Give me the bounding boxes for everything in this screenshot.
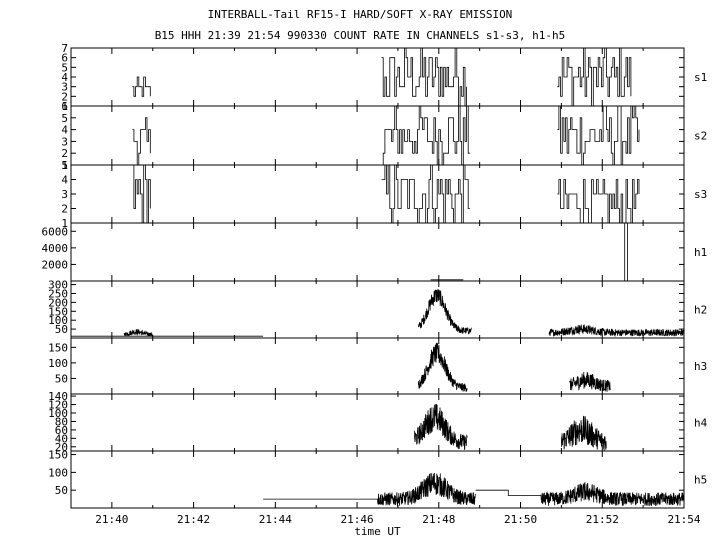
ytick-label-s3: 3 <box>61 188 68 201</box>
ytick-label-h5: 100 <box>48 466 68 479</box>
ytick-label-h3: 100 <box>48 357 68 370</box>
xtick-label: 21:52 <box>586 513 619 526</box>
ytick-label-s3: 2 <box>61 203 68 216</box>
ytick-label-s1: 2 <box>61 90 68 103</box>
xtick-label: 21:42 <box>177 513 210 526</box>
ytick-label-h4: 140 <box>48 390 68 403</box>
ytick-label-h4: 120 <box>48 399 68 412</box>
ytick-label-s1: 5 <box>61 61 68 74</box>
ytick-label-h4: 80 <box>55 415 68 428</box>
ytick-label-s2: 6 <box>61 100 68 113</box>
ytick-label-s3: 4 <box>61 174 68 187</box>
ytick-label-h4: 60 <box>55 424 68 437</box>
panel-label-s2: s2 <box>694 130 707 143</box>
ytick-label-s1: 7 <box>61 42 68 55</box>
ytick-label-s3: 1 <box>61 217 68 230</box>
ytick-label-h1: 2000 <box>42 258 69 271</box>
panel-frame-s2 <box>70 105 685 166</box>
panel-label-h4: h4 <box>694 417 708 430</box>
ytick-label-s1: 3 <box>61 81 68 94</box>
chart-title: INTERBALL-Tail RF15-I HARD/SOFT X-RAY EM… <box>207 8 513 21</box>
panel-frame-s3 <box>70 164 685 224</box>
panel-label-s3: s3 <box>694 188 707 201</box>
panel-label-s1: s1 <box>694 71 707 84</box>
panel-label-h1: h1 <box>694 246 707 259</box>
xtick-label: 21:40 <box>95 513 128 526</box>
series-line-s3 <box>132 164 640 224</box>
xtick-label: 21:54 <box>667 513 700 526</box>
ytick-label-h2: 50 <box>55 323 68 336</box>
ytick-label-h1: 6000 <box>42 225 69 238</box>
series-line-h3 <box>418 342 611 392</box>
series-line-s1 <box>132 47 632 107</box>
ytick-label-s2: 5 <box>61 112 68 125</box>
ytick-label-s1: 4 <box>61 71 68 84</box>
panel-frame-h5 <box>70 450 685 509</box>
ytick-label-h2: 150 <box>48 305 68 318</box>
ytick-label-s1: 1 <box>61 100 68 113</box>
ytick-label-h3: 150 <box>48 341 68 354</box>
panel-frame-h1 <box>70 222 685 282</box>
ytick-label-h2: 200 <box>48 296 68 309</box>
xtick-label: 21:46 <box>341 513 374 526</box>
chart-subtitle: B15 HHH 21:39 21:54 990330 COUNT RATE IN… <box>154 29 566 42</box>
ytick-label-h4: 40 <box>55 432 68 445</box>
ytick-label-h1: 4000 <box>42 242 69 255</box>
ytick-label-h5: 150 <box>48 449 68 462</box>
ytick-label-s2: 3 <box>61 135 68 148</box>
series-line-h1 <box>430 222 628 281</box>
panel-label-h3: h3 <box>694 360 707 373</box>
ytick-label-h2: 100 <box>48 314 68 327</box>
xtick-label: 21:44 <box>259 513 292 526</box>
series-line-h5 <box>263 472 685 508</box>
panel-label-h5: h5 <box>694 474 707 487</box>
ytick-label-h2: 250 <box>48 287 68 300</box>
ytick-label-h3: 50 <box>55 372 68 385</box>
ytick-label-h5: 50 <box>55 484 68 497</box>
ytick-label-s2: 1 <box>61 159 68 172</box>
series-line-h4 <box>413 403 607 452</box>
x-axis-label: time UT <box>354 525 401 538</box>
ytick-label-h4: 100 <box>48 407 68 420</box>
ytick-label-s1: 6 <box>61 52 68 65</box>
ytick-label-s2: 4 <box>61 124 68 137</box>
xtick-label: 21:48 <box>422 513 455 526</box>
panel-frame-s1 <box>70 47 685 107</box>
ytick-label-s3: 5 <box>61 159 68 172</box>
ytick-label-s2: 2 <box>61 147 68 160</box>
series-line-h2 <box>71 288 685 338</box>
xtick-label: 21:50 <box>504 513 537 526</box>
ytick-label-h4: 20 <box>55 441 68 454</box>
panel-label-h2: h2 <box>694 304 707 317</box>
ytick-label-h2: 300 <box>48 279 68 292</box>
series-line-s2 <box>132 105 640 166</box>
